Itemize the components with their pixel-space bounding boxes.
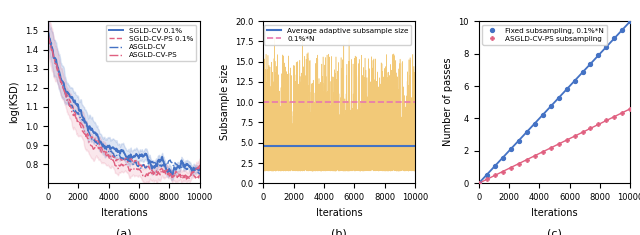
Line: SGLD-CV 0.1%: SGLD-CV 0.1% (48, 33, 200, 175)
Fixed subsampling, 0.1%*N (539, 114, 547, 116)
Title: (c): (c) (547, 229, 562, 235)
ASGLD-CV (182, 167, 189, 169)
Line: SGLD-CV-PS 0.1%: SGLD-CV-PS 0.1% (48, 39, 200, 179)
SGLD-CV 0.1% (44, 31, 52, 34)
Fixed subsampling, 0.1%*N (515, 139, 522, 142)
SGLD-CV-PS 0.1% (182, 178, 190, 180)
ASGLD-CV-PS (172, 176, 180, 178)
Fixed subsampling, 0.1%*N (587, 63, 595, 65)
ASGLD-CV (45, 34, 52, 37)
SGLD-CV-PS 0.1% (134, 161, 142, 164)
0.1%*N (260, 101, 268, 104)
SGLD-CV 0.1% (173, 168, 180, 170)
0.1%*N (260, 101, 268, 104)
Line: Fixed subsampling, 0.1%*N: Fixed subsampling, 0.1%*N (477, 19, 632, 185)
SGLD-CV 0.1% (182, 163, 190, 166)
ASGLD-CV-PS (182, 174, 190, 177)
ASGLD-CV (44, 31, 52, 34)
Y-axis label: Subsample size: Subsample size (220, 64, 230, 140)
ASGLD-CV-PS subsampling (475, 182, 483, 185)
ASGLD-CV-PS subsampling (611, 115, 618, 118)
SGLD-CV 0.1% (45, 32, 52, 35)
Fixed subsampling, 0.1%*N (483, 173, 490, 176)
SGLD-CV 0.1% (196, 168, 204, 170)
SGLD-CV 0.1% (134, 154, 141, 157)
Fixed subsampling, 0.1%*N (627, 20, 634, 23)
SGLD-CV 0.1% (137, 155, 145, 157)
ASGLD-CV-PS subsampling (515, 162, 522, 165)
ASGLD-CV-PS (134, 168, 142, 171)
Fixed subsampling, 0.1%*N (595, 54, 602, 57)
Legend: Fixed subsampling, 0.1%*N, ASGLD-CV-PS subsampling: Fixed subsampling, 0.1%*N, ASGLD-CV-PS s… (483, 25, 607, 45)
ASGLD-CV (134, 165, 142, 168)
X-axis label: Iterations: Iterations (100, 208, 147, 218)
ASGLD-CV-PS (173, 176, 181, 179)
ASGLD-CV-PS subsampling (587, 127, 595, 130)
SGLD-CV-PS 0.1% (182, 175, 189, 178)
X-axis label: Iterations: Iterations (316, 208, 362, 218)
ASGLD-CV-PS (45, 34, 52, 37)
Fixed subsampling, 0.1%*N (547, 105, 554, 108)
ASGLD-CV-PS subsampling (483, 178, 490, 181)
Fixed subsampling, 0.1%*N (619, 28, 627, 31)
Title: (a): (a) (116, 229, 132, 235)
ASGLD-CV-PS subsampling (627, 107, 634, 110)
ASGLD-CV-PS subsampling (563, 139, 570, 141)
Legend: Average adaptive subsample size, 0.1%*N: Average adaptive subsample size, 0.1%*N (264, 25, 412, 45)
SGLD-CV-PS 0.1% (196, 174, 204, 177)
ASGLD-CV (134, 164, 141, 167)
ASGLD-CV-PS subsampling (507, 166, 515, 169)
ASGLD-CV-PS subsampling (531, 154, 538, 157)
Y-axis label: log(KSD): log(KSD) (10, 81, 19, 123)
Fixed subsampling, 0.1%*N (563, 88, 570, 91)
SGLD-CV-PS 0.1% (172, 170, 180, 173)
Title: (b): (b) (332, 229, 347, 235)
Fixed subsampling, 0.1%*N (611, 37, 618, 40)
ASGLD-CV-PS subsampling (491, 174, 499, 177)
Line: ASGLD-CV-PS subsampling: ASGLD-CV-PS subsampling (477, 107, 632, 185)
Line: ASGLD-CV-PS: ASGLD-CV-PS (48, 35, 200, 177)
SGLD-CV 0.1% (168, 174, 175, 176)
ASGLD-CV-PS subsampling (499, 170, 506, 173)
ASGLD-CV-PS (196, 163, 204, 166)
Fixed subsampling, 0.1%*N (579, 71, 586, 74)
ASGLD-CV-PS subsampling (547, 147, 554, 149)
SGLD-CV-PS 0.1% (134, 160, 141, 163)
ASGLD-CV-PS (137, 170, 145, 173)
Fixed subsampling, 0.1%*N (475, 182, 483, 185)
Average adaptive subsample size (260, 144, 268, 147)
ASGLD-CV-PS subsampling (619, 111, 627, 114)
Fixed subsampling, 0.1%*N (555, 97, 563, 99)
ASGLD-CV-PS subsampling (595, 123, 602, 126)
Line: ASGLD-CV: ASGLD-CV (48, 32, 200, 174)
Fixed subsampling, 0.1%*N (523, 131, 531, 133)
ASGLD-CV-PS (134, 168, 141, 171)
Fixed subsampling, 0.1%*N (499, 156, 506, 159)
Fixed subsampling, 0.1%*N (491, 165, 499, 168)
ASGLD-CV-PS subsampling (603, 119, 611, 122)
Y-axis label: Number of passes: Number of passes (443, 58, 453, 146)
Fixed subsampling, 0.1%*N (507, 148, 515, 151)
ASGLD-CV-PS subsampling (579, 131, 586, 134)
ASGLD-CV (137, 167, 145, 169)
Fixed subsampling, 0.1%*N (531, 122, 538, 125)
ASGLD-CV-PS (44, 33, 52, 36)
ASGLD-CV-PS subsampling (523, 158, 531, 161)
SGLD-CV-PS 0.1% (44, 38, 52, 41)
ASGLD-CV-PS subsampling (539, 150, 547, 153)
SGLD-CV 0.1% (134, 155, 142, 157)
ASGLD-CV (196, 173, 204, 176)
Average adaptive subsample size (260, 144, 268, 147)
ASGLD-CV-PS subsampling (571, 135, 579, 138)
Fixed subsampling, 0.1%*N (571, 79, 579, 82)
SGLD-CV-PS 0.1% (137, 164, 145, 166)
Fixed subsampling, 0.1%*N (603, 45, 611, 48)
X-axis label: Iterations: Iterations (531, 208, 578, 218)
ASGLD-CV-PS subsampling (555, 143, 563, 145)
ASGLD-CV (172, 162, 180, 165)
SGLD-CV-PS 0.1% (45, 39, 52, 42)
Legend: SGLD-CV 0.1%, SGLD-CV-PS 0.1%, ASGLD-CV, ASGLD-CV-PS: SGLD-CV 0.1%, SGLD-CV-PS 0.1%, ASGLD-CV,… (106, 25, 196, 61)
